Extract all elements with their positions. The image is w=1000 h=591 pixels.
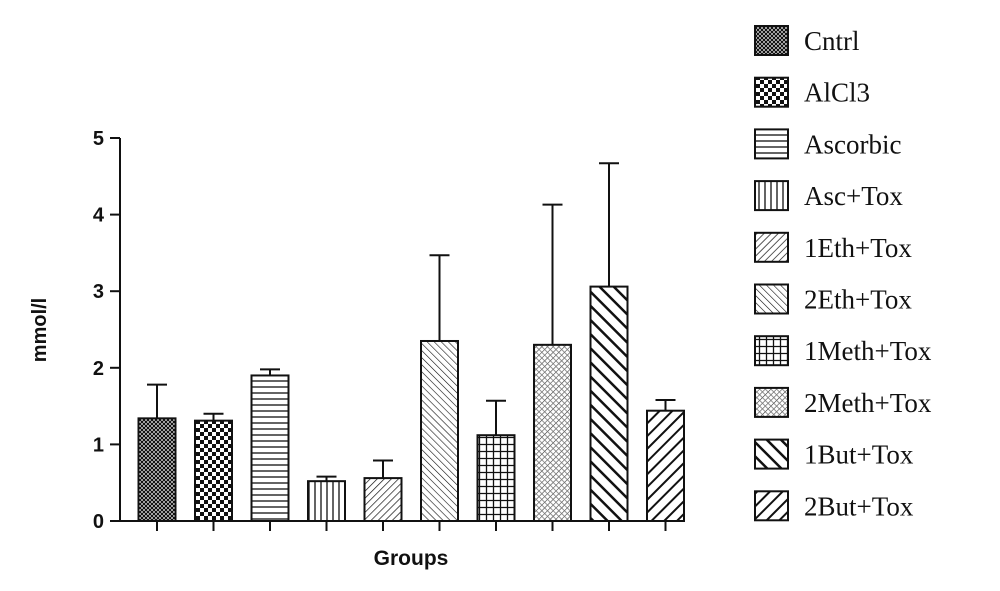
- bar-2eth-tox: [420, 339, 459, 522]
- error-bar: [599, 162, 619, 287]
- legend-label: Ascorbic: [804, 129, 901, 159]
- y-tick-label: 3: [93, 281, 104, 303]
- error-bar: [203, 412, 224, 421]
- legend-swatch: [754, 231, 789, 263]
- legend-label: Cntrl: [804, 26, 860, 56]
- legend-item: Ascorbic: [754, 128, 901, 160]
- x-axis-label: Groups: [374, 547, 449, 570]
- bar-2meth-tox: [533, 343, 572, 522]
- legend-item: 2Eth+Tox: [754, 283, 912, 315]
- error-bar: [147, 383, 167, 419]
- legend-label: 1Eth+Tox: [804, 233, 912, 263]
- legend-item: 1Meth+Tox: [754, 335, 932, 367]
- bar-2but-tox: [646, 409, 685, 523]
- error-bar: [486, 399, 506, 436]
- legend-item: AlCl3: [754, 76, 870, 108]
- legend-item: 1But+Tox: [754, 438, 914, 470]
- legend: Cntrl AlCl3 Ascorbic Asc+Tox 1Eth+Tox 2Eth+To…: [754, 25, 932, 522]
- legend-label: 2But+Tox: [804, 491, 914, 521]
- bar-ascorbic: [250, 374, 290, 522]
- error-bar: [655, 398, 676, 411]
- error-bar: [542, 203, 563, 345]
- bar-asc-tox: [307, 480, 346, 522]
- legend-swatch: [754, 76, 789, 108]
- bar-1meth-tox: [476, 434, 516, 523]
- y-tick-label: 1: [93, 434, 104, 456]
- y-tick-label: 2: [93, 358, 104, 380]
- y-tick-label: 4: [93, 205, 105, 227]
- error-bar: [260, 368, 280, 376]
- legend-swatch: [754, 25, 789, 56]
- bar-1but-tox: [589, 285, 629, 522]
- legend-swatch: [754, 128, 789, 160]
- y-tick-label: 5: [93, 128, 104, 150]
- legend-swatch: [754, 438, 789, 470]
- legend-swatch: [754, 335, 789, 367]
- error-bar: [373, 459, 393, 479]
- legend-item: 2Meth+Tox: [754, 386, 932, 418]
- legend-item: Asc+Tox: [754, 180, 903, 212]
- legend-item: Cntrl: [754, 25, 860, 56]
- legend-swatch: [754, 283, 789, 315]
- legend-label: 1Meth+Tox: [804, 336, 932, 366]
- legend-swatch: [754, 490, 789, 522]
- legend-item: 2But+Tox: [754, 490, 914, 522]
- legend-label: AlCl3: [804, 78, 870, 108]
- bar-1eth-tox: [363, 477, 403, 523]
- legend-swatch: [754, 180, 789, 212]
- bar-alcl3: [194, 419, 233, 522]
- error-bar: [429, 254, 450, 341]
- bar-cntrl: [137, 417, 177, 522]
- legend-item: 1Eth+Tox: [754, 231, 912, 263]
- y-axis-label: mmol/l: [29, 298, 51, 362]
- legend-label: 2Meth+Tox: [804, 388, 932, 418]
- legend-label: 2Eth+Tox: [804, 285, 912, 315]
- legend-label: Asc+Tox: [804, 181, 903, 211]
- y-tick-label: 0: [93, 511, 104, 533]
- legend-swatch: [754, 386, 789, 418]
- legend-label: 1But+Tox: [804, 440, 914, 470]
